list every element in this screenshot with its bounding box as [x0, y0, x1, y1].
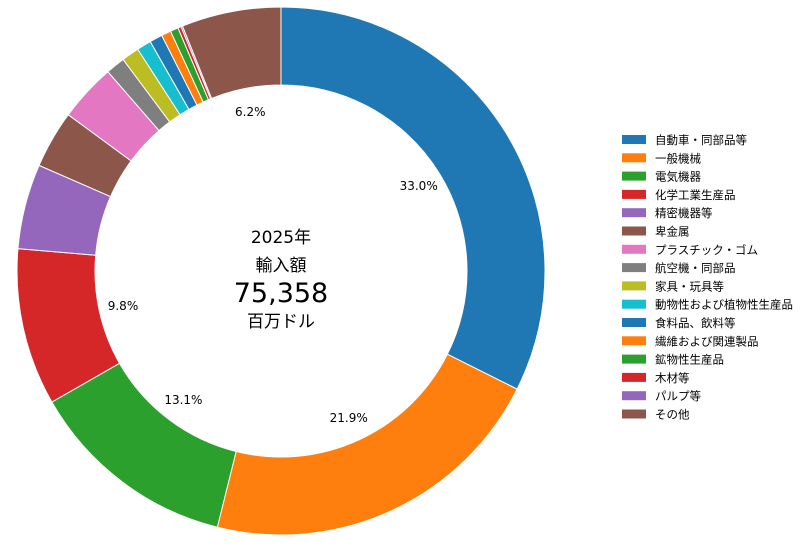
legend-swatch: [622, 391, 646, 401]
donut-slice: [216, 353, 518, 536]
legend-swatch: [622, 372, 646, 382]
legend-label: 一般機械: [655, 151, 701, 165]
center-year: 2025年: [251, 228, 311, 248]
donut-center: 2025年 輸入額 75,358 百万ドル: [234, 228, 328, 332]
legend-label: 化学工業生産品: [655, 188, 736, 202]
legend-swatch: [622, 226, 646, 236]
percentage-labels: 33.0% 21.9% 13.1% 9.8% 6.2%: [108, 105, 438, 425]
legend-swatch: [622, 409, 646, 419]
legend: 自動車・同部品等一般機械電気機器化学工業生産品精密機器等卑金属プラスチック・ゴム…: [622, 133, 793, 422]
slice-percentage-label: 13.1%: [164, 393, 202, 407]
slice-percentage-label: 9.8%: [108, 299, 139, 313]
legend-swatch: [622, 189, 646, 199]
legend-swatch: [622, 263, 646, 273]
center-unit: 百万ドル: [247, 312, 315, 332]
donut-slice: [280, 6, 546, 390]
legend-swatch: [622, 244, 646, 254]
legend-swatch: [622, 299, 646, 309]
legend-swatch: [622, 336, 646, 346]
legend-label: 卑金属: [655, 225, 690, 239]
donut-slice: [181, 6, 282, 100]
legend-label: 鉱物性生産品: [655, 353, 724, 367]
legend-swatch: [622, 135, 646, 144]
slice-percentage-label: 33.0%: [400, 179, 438, 193]
center-label: 輸入額: [256, 256, 307, 276]
legend-label: パルプ等: [655, 389, 701, 403]
legend-swatch: [622, 208, 646, 218]
slice-percentage-label: 21.9%: [330, 411, 368, 425]
legend-label: 航空機・同部品: [655, 261, 736, 275]
legend-label: 繊維および関連製品: [655, 334, 759, 348]
slice-percentage-label: 6.2%: [235, 105, 266, 119]
legend-label: 精密機器等: [655, 206, 713, 220]
legend-label: 動物性および植物性生産品: [655, 298, 793, 312]
legend-label: 家具・玩具等: [655, 279, 724, 293]
legend-label: プラスチック・ゴム: [655, 243, 758, 257]
center-value: 75,358: [234, 278, 328, 309]
donut-slice: [51, 362, 237, 528]
legend-label: 食料品、飲料等: [655, 316, 736, 330]
legend-swatch: [622, 153, 646, 163]
legend-label: 電気機器: [655, 170, 701, 184]
legend-swatch: [622, 318, 646, 327]
legend-swatch: [622, 354, 646, 364]
legend-label: 木材等: [655, 371, 690, 385]
donut-slices: [16, 6, 546, 536]
legend-label: その他: [655, 408, 690, 422]
legend-label: 自動車・同部品等: [655, 133, 747, 147]
legend-swatch: [622, 171, 646, 181]
legend-swatch: [622, 281, 646, 291]
